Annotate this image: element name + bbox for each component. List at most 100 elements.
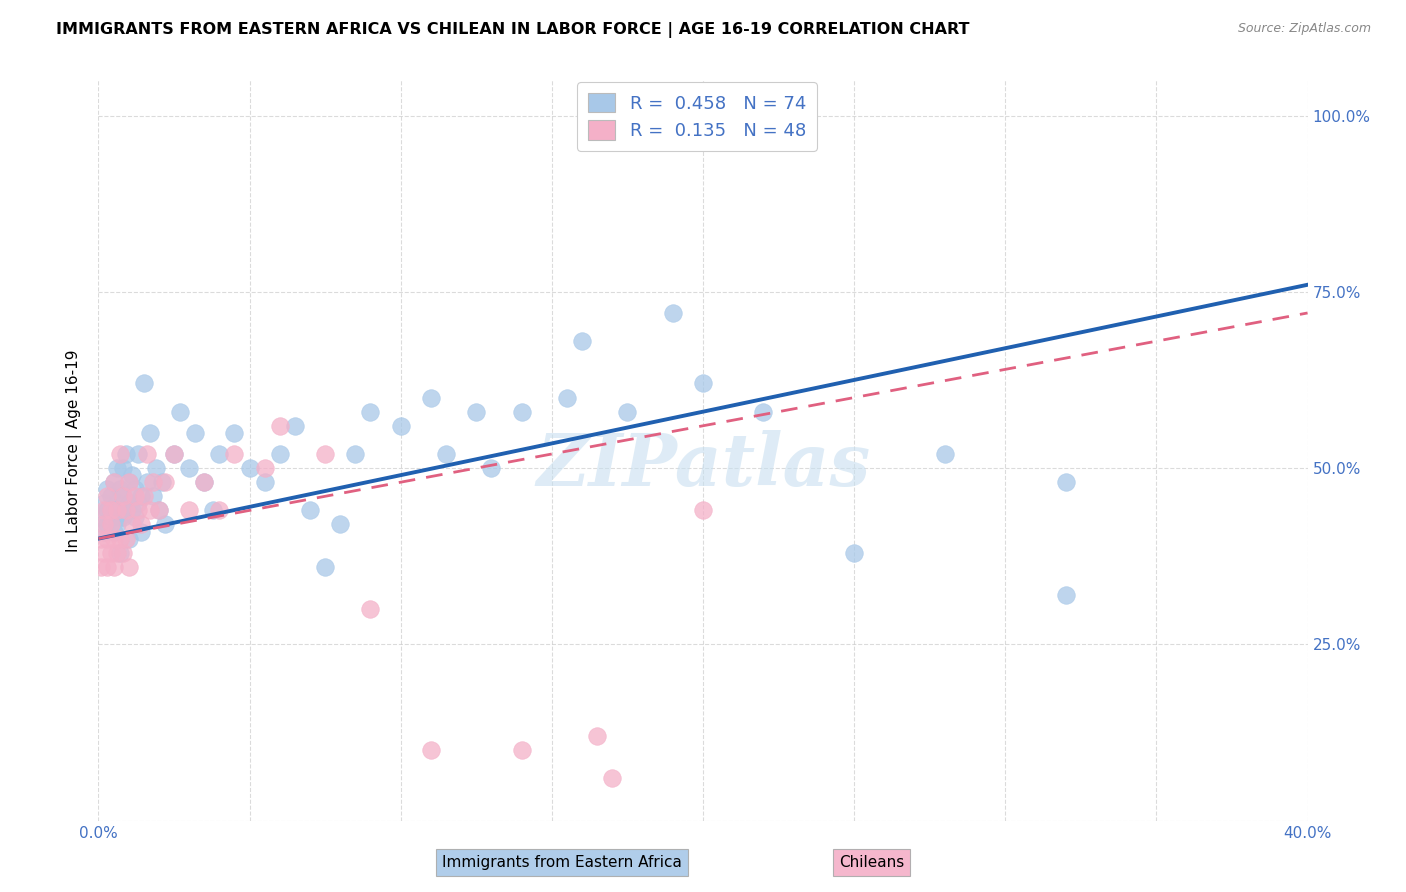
Point: [111, 461, 134, 475]
Point: [1054, 588, 1077, 602]
Point: [269, 447, 291, 461]
Point: [132, 376, 155, 391]
Point: [224, 447, 246, 461]
Point: [253, 461, 276, 475]
Point: [100, 510, 122, 524]
Point: [169, 405, 191, 419]
Point: [139, 425, 162, 440]
Point: [103, 475, 125, 490]
Point: [103, 532, 125, 546]
Point: [105, 517, 128, 532]
Point: [114, 532, 136, 546]
Point: [163, 447, 186, 461]
Point: [108, 482, 131, 496]
Point: [111, 510, 134, 524]
Point: [571, 334, 593, 348]
Point: [586, 729, 609, 743]
Point: [118, 496, 141, 510]
Point: [124, 489, 146, 503]
Point: [661, 306, 683, 320]
Point: [510, 743, 533, 757]
Point: [108, 447, 131, 461]
Text: Source: ZipAtlas.com: Source: ZipAtlas.com: [1237, 22, 1371, 36]
Y-axis label: In Labor Force | Age 16-19: In Labor Force | Age 16-19: [66, 349, 83, 552]
Point: [163, 447, 186, 461]
Point: [103, 475, 125, 490]
Point: [844, 546, 866, 560]
Point: [616, 405, 638, 419]
Point: [360, 602, 382, 616]
Point: [105, 503, 128, 517]
Point: [135, 447, 157, 461]
Point: [1054, 475, 1077, 490]
Point: [111, 489, 134, 503]
Point: [96, 532, 118, 546]
Text: Chileans: Chileans: [839, 855, 904, 870]
Point: [193, 475, 215, 490]
Point: [360, 405, 382, 419]
Point: [344, 447, 367, 461]
Point: [208, 503, 231, 517]
Point: [96, 517, 118, 532]
Legend: R =  0.458   N = 74, R =  0.135   N = 48: R = 0.458 N = 74, R = 0.135 N = 48: [578, 82, 817, 151]
Point: [602, 772, 624, 786]
Point: [90, 510, 112, 524]
Point: [127, 496, 149, 510]
Point: [239, 461, 262, 475]
Point: [108, 532, 131, 546]
Text: Immigrants from Eastern Africa: Immigrants from Eastern Africa: [443, 855, 682, 870]
Point: [118, 475, 141, 490]
Point: [284, 418, 307, 433]
Point: [93, 503, 115, 517]
Point: [105, 496, 128, 510]
Point: [96, 482, 118, 496]
Point: [179, 461, 201, 475]
Point: [184, 425, 207, 440]
Point: [420, 743, 443, 757]
Point: [121, 503, 143, 517]
Point: [253, 475, 276, 490]
Point: [103, 503, 125, 517]
Point: [224, 425, 246, 440]
Point: [118, 532, 141, 546]
Point: [93, 517, 115, 532]
Point: [208, 447, 231, 461]
Point: [481, 461, 503, 475]
Point: [100, 517, 122, 532]
Point: [145, 461, 167, 475]
Point: [139, 503, 162, 517]
Point: [135, 475, 157, 490]
Point: [434, 447, 457, 461]
Point: [127, 503, 149, 517]
Point: [108, 510, 131, 524]
Point: [129, 517, 152, 532]
Point: [153, 475, 176, 490]
Point: [179, 503, 201, 517]
Point: [299, 503, 322, 517]
Point: [105, 546, 128, 560]
Point: [148, 503, 170, 517]
Text: IMMIGRANTS FROM EASTERN AFRICA VS CHILEAN IN LABOR FORCE | AGE 16-19 CORRELATION: IMMIGRANTS FROM EASTERN AFRICA VS CHILEA…: [56, 22, 970, 38]
Point: [114, 503, 136, 517]
Point: [329, 517, 352, 532]
Point: [90, 559, 112, 574]
Point: [121, 517, 143, 532]
Point: [96, 489, 118, 503]
Point: [105, 461, 128, 475]
Point: [193, 475, 215, 490]
Point: [127, 447, 149, 461]
Point: [142, 489, 165, 503]
Point: [142, 475, 165, 490]
Point: [129, 489, 152, 503]
Point: [111, 489, 134, 503]
Point: [96, 503, 118, 517]
Point: [93, 496, 115, 510]
Point: [132, 489, 155, 503]
Point: [121, 468, 143, 483]
Point: [420, 391, 443, 405]
Point: [100, 489, 122, 503]
Point: [752, 405, 775, 419]
Point: [389, 418, 412, 433]
Point: [103, 524, 125, 539]
Point: [269, 418, 291, 433]
